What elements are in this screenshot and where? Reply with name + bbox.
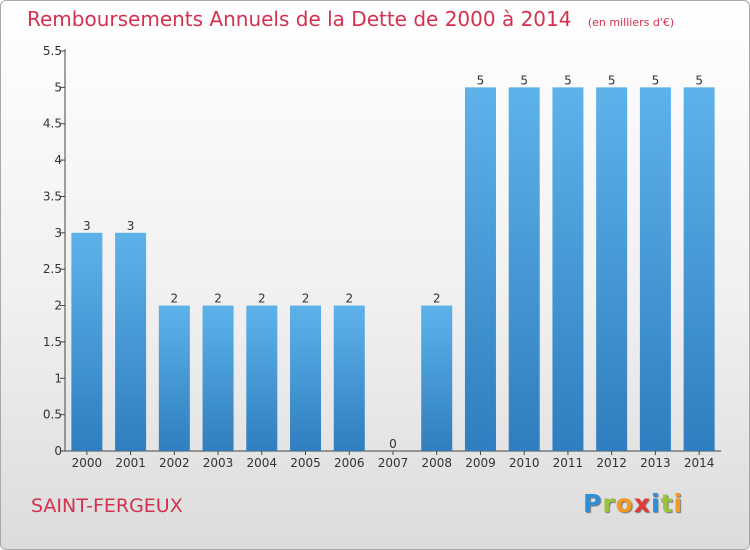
x-tick-label-2008: 2008 [421, 456, 452, 470]
y-tick-label: 1.5 [43, 335, 62, 349]
bar-2010 [508, 87, 540, 451]
logo-letter: o [615, 489, 634, 518]
value-label-2000: 3 [83, 219, 91, 233]
logo-letter: t [660, 489, 674, 518]
y-tick-labels: 0 0.5 1 1.5 2 2.5 3 3.5 4 4.5 5 5.5 [43, 44, 65, 458]
x-tick-label-2012: 2012 [596, 456, 627, 470]
value-label-2001: 3 [127, 219, 135, 233]
proxiti-logo: Proxiti [583, 489, 683, 518]
value-labels: 3 3 2 2 2 2 2 0 2 5 5 5 5 5 5 [83, 73, 703, 451]
bar-2001 [115, 232, 147, 451]
bar-2006 [333, 305, 365, 451]
value-label-2009: 5 [477, 73, 485, 87]
x-tick-label-2000: 2000 [72, 456, 103, 470]
bars [71, 87, 715, 451]
x-tick-label-2010: 2010 [509, 456, 540, 470]
bar-2012 [596, 87, 628, 451]
value-label-2003: 2 [214, 292, 222, 306]
x-tick-label-2013: 2013 [640, 456, 671, 470]
y-tick-label: 4.5 [43, 117, 62, 131]
x-tick-label-2004: 2004 [247, 456, 278, 470]
x-tick-label-2007: 2007 [378, 456, 409, 470]
bar-2013 [639, 87, 671, 451]
logo-letter: x [633, 489, 651, 518]
chart-title: Remboursements Annuels de la Dette de 20… [27, 7, 674, 31]
bar-2011 [552, 87, 584, 451]
value-label-2012: 5 [608, 73, 616, 87]
x-tick-label-2009: 2009 [465, 456, 496, 470]
y-tick-label: 2 [54, 299, 62, 313]
y-tick-label: 3 [54, 226, 62, 240]
bar-2003 [202, 305, 234, 451]
value-label-2014: 5 [695, 73, 703, 87]
y-tick-label: 3.5 [43, 189, 62, 203]
value-label-2008: 2 [433, 292, 441, 306]
logo-letter: i [673, 489, 684, 518]
x-tick-label-2005: 2005 [290, 456, 321, 470]
value-label-2013: 5 [652, 73, 660, 87]
logo-letter: P [583, 489, 603, 518]
bar-2008 [421, 305, 453, 451]
x-tick-label-2002: 2002 [159, 456, 190, 470]
value-label-2002: 2 [171, 292, 179, 306]
y-tick-label: 5.5 [43, 44, 62, 58]
bar-2005 [290, 305, 322, 451]
logo-letter: r [602, 489, 616, 518]
y-tick-label: 4 [54, 153, 62, 167]
bar-2014 [683, 87, 715, 451]
value-label-2007: 0 [389, 437, 397, 451]
value-label-2006: 2 [345, 292, 353, 306]
x-tick-label-2014: 2014 [684, 456, 715, 470]
commune-name: SAINT-FERGEUX [31, 495, 183, 517]
logo-letter: i [651, 489, 661, 518]
x-tick-label-2006: 2006 [334, 456, 365, 470]
y-tick-label: 5 [54, 80, 62, 94]
x-tick-labels: 2000 2001 2002 2003 2004 2005 2006 2007 2008 2009… [72, 451, 715, 470]
bar-2004 [246, 305, 278, 451]
y-tick-label: 0 [54, 444, 62, 458]
value-label-2004: 2 [258, 292, 266, 306]
x-tick-label-2001: 2001 [115, 456, 146, 470]
bar-2009 [464, 87, 496, 451]
value-label-2005: 2 [302, 292, 310, 306]
chart-title-text: Remboursements Annuels de la Dette de 20… [27, 7, 572, 31]
y-tick-label: 0.5 [43, 408, 62, 422]
x-tick-label-2003: 2003 [203, 456, 234, 470]
bar-2000 [71, 232, 103, 451]
bar-2002 [158, 305, 190, 451]
chart-unit: (en milliers d'€) [587, 16, 675, 29]
value-label-2010: 5 [520, 73, 528, 87]
value-label-2011: 5 [564, 73, 572, 87]
y-tick-label: 2.5 [43, 262, 62, 276]
y-tick-label: 1 [54, 371, 62, 385]
x-tick-label-2011: 2011 [553, 456, 584, 470]
